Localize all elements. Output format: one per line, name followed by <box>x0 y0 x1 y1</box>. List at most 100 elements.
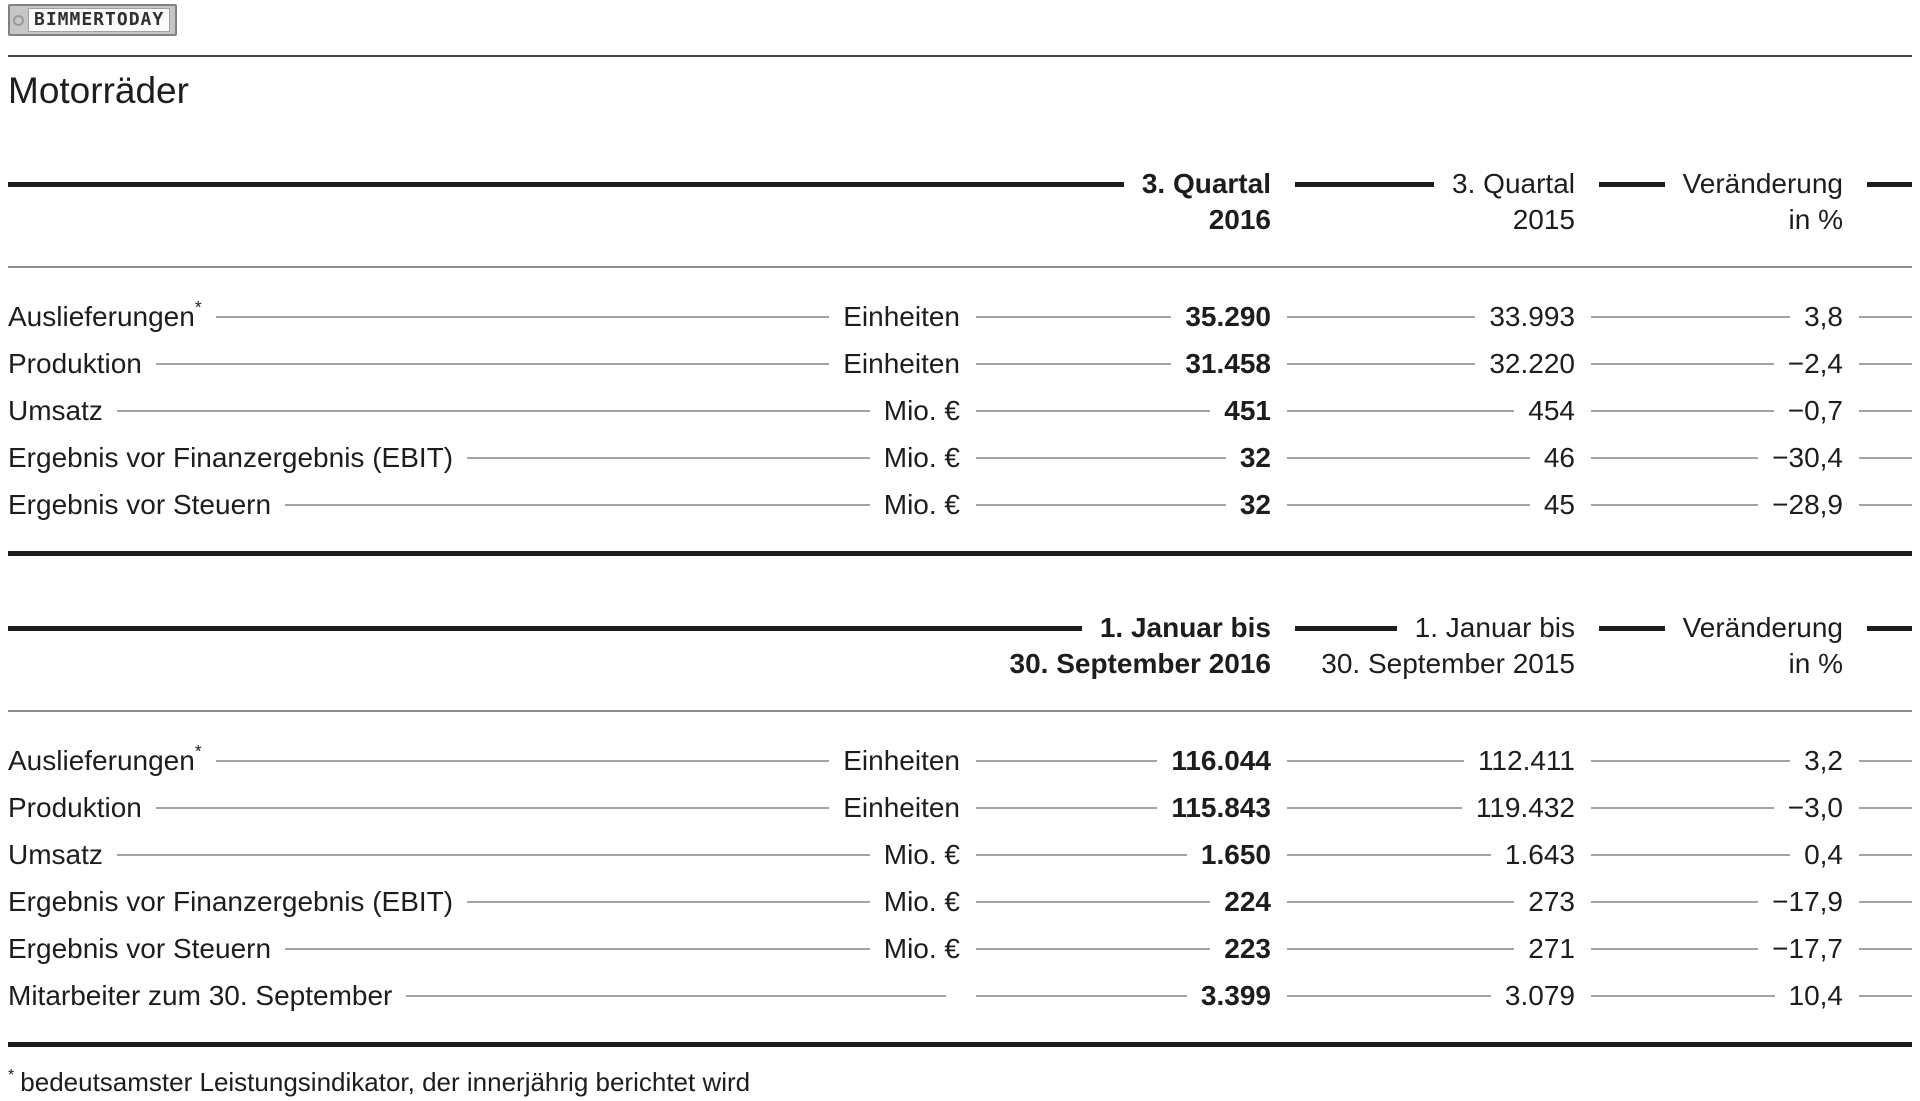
leader-line <box>810 315 830 318</box>
leader-line <box>1287 503 1530 506</box>
leader-line <box>976 900 1211 903</box>
value-2015: 46 <box>1543 441 1575 473</box>
table-bottom-rule <box>8 551 1912 556</box>
leader-line <box>976 456 1226 459</box>
row-footnote-marker: * <box>194 741 202 762</box>
unit-label: Einheiten <box>843 744 960 776</box>
trailing-leader-cell <box>1843 806 1912 809</box>
row-label: Ergebnis vor Steuern <box>8 933 271 965</box>
leader-line <box>1859 409 1912 412</box>
value-2015-cell: 271 <box>1271 933 1575 965</box>
row-label-text: Umsatz <box>8 394 103 426</box>
table-nine-months: 1. Januar bis 30. September 2016 1. Januar… <box>8 610 1912 1047</box>
header-text-line2: in % <box>1788 648 1843 679</box>
leader-line <box>1859 947 1912 950</box>
leader-line <box>1287 806 1462 809</box>
tables-host: 3. Quartal 2016 3. Quartal 2015 Veränderung i… <box>8 166 1912 1047</box>
header-col-1: 3. Quartal 2016 <box>960 166 1271 238</box>
value-2015-cell: 1.643 <box>1271 839 1575 871</box>
leader-line <box>1287 362 1476 365</box>
leader-line <box>1287 315 1476 318</box>
leader-line <box>467 456 810 459</box>
row-label-text: Ergebnis vor Finanzergebnis (EBIT) <box>8 885 454 917</box>
row-label-text: Produktion <box>8 347 142 379</box>
value-2015: 32.220 <box>1489 347 1575 379</box>
leader-line <box>810 994 946 997</box>
header-text-line1: 1. Januar bis <box>1099 612 1271 643</box>
header-rule-line <box>960 181 1124 187</box>
leader-line <box>1287 409 1515 412</box>
table-row: Produktion Einheiten 31.458 32.220 −2,4 <box>8 340 1912 387</box>
value-2016-cell: 32 <box>960 442 1271 474</box>
header-text-line1: Veränderung <box>1682 612 1843 643</box>
leader-line <box>116 409 810 412</box>
header-separator <box>8 710 1912 712</box>
value-2016-cell: 3.399 <box>960 980 1271 1012</box>
header-rule-line <box>1867 625 1912 631</box>
header-text-line2: 30. September 2015 <box>1321 648 1575 679</box>
change-pct-cell: −17,9 <box>1575 886 1843 918</box>
row-label-text: Produktion <box>8 791 142 823</box>
unit-cell: Mio. € <box>810 886 960 918</box>
header-col-2: 1. Januar bis 30. September 2015 <box>1271 610 1575 682</box>
value-2016: 31.458 <box>1185 347 1271 379</box>
leader-line <box>810 409 870 412</box>
leader-line <box>1287 900 1515 903</box>
row-label-text: Auslieferungen <box>8 744 195 776</box>
trailing-leader-cell <box>1843 759 1912 762</box>
leader-line <box>976 759 1158 762</box>
leader-line <box>1591 409 1774 412</box>
header-rule-right <box>1843 166 1912 202</box>
value-2015-cell: 3.079 <box>1271 980 1575 1012</box>
value-2016: 32 <box>1239 488 1271 520</box>
unit-cell: Mio. € <box>810 933 960 965</box>
trailing-leader-cell <box>1843 456 1912 459</box>
header-rule-line <box>1295 625 1397 631</box>
table-header: 1. Januar bis 30. September 2016 1. Januar… <box>8 610 1912 682</box>
leader-line <box>976 315 1172 318</box>
leader-line <box>810 900 870 903</box>
trailing-leader-cell <box>1843 900 1912 903</box>
row-label-text: Auslieferungen <box>8 300 195 332</box>
change-pct-cell: −0,7 <box>1575 395 1843 427</box>
bimmertoday-watermark-badge: BIMMERTODAY <box>8 4 178 36</box>
value-2015: 454 <box>1528 394 1575 426</box>
change-pct: 3,8 <box>1804 300 1843 332</box>
unit-label: Einheiten <box>843 300 960 332</box>
value-2015-cell: 46 <box>1271 442 1575 474</box>
leader-line <box>1591 947 1759 950</box>
header-rule-left <box>8 610 960 646</box>
unit-cell: Einheiten <box>810 301 960 333</box>
unit-cell: Einheiten <box>810 745 960 777</box>
change-pct-cell: −2,4 <box>1575 348 1843 380</box>
leader-line <box>1591 759 1791 762</box>
header-line1: Veränderung <box>1575 610 1843 646</box>
change-pct-cell: −30,4 <box>1575 442 1843 474</box>
value-2016: 3.399 <box>1200 979 1271 1011</box>
leader-line <box>1287 759 1464 762</box>
unit-label: Mio. € <box>883 441 960 473</box>
header-line1: 1. Januar bis <box>960 610 1271 646</box>
change-pct: −3,0 <box>1787 791 1843 823</box>
header-line1: 1. Januar bis <box>1271 610 1575 646</box>
leader-line <box>1859 806 1912 809</box>
leader-line <box>1591 315 1791 318</box>
footnote-text: bedeutsamster Leistungsindikator, der in… <box>20 1067 751 1097</box>
change-pct-cell: −28,9 <box>1575 489 1843 521</box>
leader-line <box>1859 315 1912 318</box>
row-label: Produktion <box>8 792 142 824</box>
table-row: Produktion Einheiten 115.843 119.432 −3,0 <box>8 784 1912 831</box>
trailing-leader-cell <box>1843 503 1912 506</box>
trailing-leader-cell <box>1843 315 1912 318</box>
value-2015: 1.643 <box>1504 838 1575 870</box>
value-2016-cell: 451 <box>960 395 1271 427</box>
header-line1: Veränderung <box>1575 166 1843 202</box>
table-row: Umsatz Mio. € 1.650 1.643 0,4 <box>8 831 1912 878</box>
header-text-line1: 3. Quartal <box>1141 168 1271 199</box>
value-2016-cell: 116.044 <box>960 745 1271 777</box>
leader-line <box>1591 806 1774 809</box>
change-pct: −17,9 <box>1772 885 1843 917</box>
leader-line <box>1859 362 1912 365</box>
row-label: Produktion <box>8 348 142 380</box>
header-line1 <box>1843 610 1912 646</box>
